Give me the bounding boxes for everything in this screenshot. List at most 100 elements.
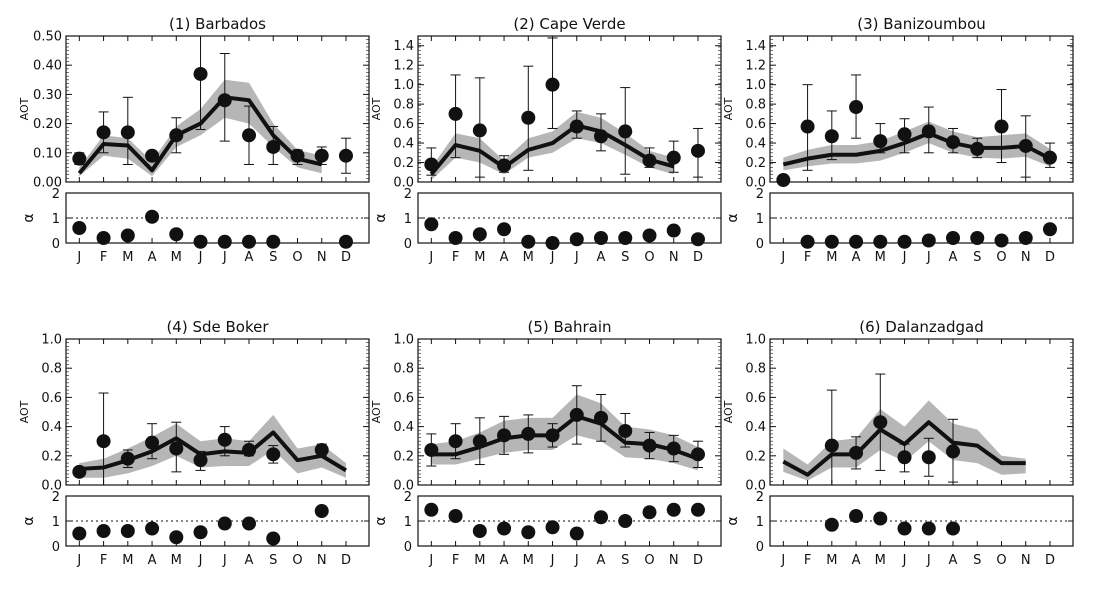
- alpha-point: [666, 502, 681, 517]
- alpha-tick-label: 2: [404, 187, 412, 202]
- month-label: A: [148, 250, 157, 265]
- month-label: O: [996, 250, 1006, 265]
- observed-point: [72, 464, 87, 479]
- observed-point: [873, 415, 888, 430]
- y-tick-label: 1.0: [393, 333, 414, 348]
- alpha-point: [849, 509, 864, 523]
- observed-point: [424, 157, 439, 172]
- chart-title: (2) Cape Verde: [513, 15, 625, 33]
- month-label: N: [669, 553, 679, 568]
- aot-panel-frame: [417, 338, 722, 486]
- observed-point: [849, 100, 864, 115]
- observed-point: [618, 124, 633, 139]
- month-label: M: [474, 250, 485, 265]
- observed-point: [1042, 150, 1057, 165]
- observed-point: [994, 119, 1009, 134]
- month-label: M: [826, 250, 837, 265]
- alpha-point: [314, 504, 329, 518]
- y-tick-label: 0.50: [33, 30, 62, 45]
- alpha-point: [921, 521, 936, 536]
- model-range-band: [431, 111, 674, 181]
- y-tick-label: 0.2: [745, 449, 766, 464]
- chart-panel-4: (4) Sde Boker 0.0 0.2 0.4 0.6 0.8 1.0 AOT 0 1 2 α J F…: [18, 318, 370, 568]
- month-label: J: [574, 553, 579, 568]
- month-label: S: [973, 250, 981, 265]
- observed-point: [193, 453, 208, 468]
- alpha-tick-label: 0: [404, 540, 412, 555]
- y-tick-label: 0.40: [33, 59, 62, 74]
- observed-point: [448, 106, 463, 121]
- alpha-point: [545, 520, 560, 535]
- y-axis-label: AOT: [18, 97, 31, 120]
- observed-point: [545, 428, 560, 443]
- observed-point: [448, 434, 463, 449]
- alpha-tick-label: 0: [756, 540, 764, 555]
- month-label: A: [852, 553, 861, 568]
- alpha-point: [72, 526, 87, 541]
- alpha-tick-label: 1: [756, 515, 764, 530]
- alpha-point: [497, 222, 512, 237]
- month-label: M: [523, 553, 534, 568]
- month-label: J: [902, 250, 907, 265]
- month-label: M: [826, 553, 837, 568]
- y-tick-label: 0.0: [393, 176, 414, 191]
- alpha-point: [497, 521, 512, 536]
- y-tick-label: 0.8: [393, 362, 414, 377]
- aot-panel-frame: [769, 338, 1074, 486]
- alpha-tick-label: 1: [52, 515, 60, 530]
- month-label: J: [574, 250, 579, 265]
- chart-title: (3) Banizoumbou: [857, 15, 986, 33]
- observed-point: [690, 143, 705, 158]
- aot-panel-frame: [769, 35, 1074, 183]
- observed-point: [96, 434, 111, 449]
- month-label: J: [780, 553, 785, 568]
- observed-point: [618, 423, 633, 438]
- observed-point: [800, 119, 815, 134]
- chart-panel-3: (3) Banizoumbou 0.0 0.2 0.4 0.6 0.8 1.0 1.2 1.4 A…: [722, 15, 1074, 265]
- month-label: O: [644, 553, 654, 568]
- model-range-band: [79, 414, 346, 478]
- y-tick-label: 0.00: [33, 176, 62, 191]
- month-label: M: [474, 553, 485, 568]
- observed-point: [290, 148, 305, 163]
- observed-point: [145, 435, 160, 450]
- y-axis-label: AOT: [370, 400, 383, 423]
- month-label: M: [523, 250, 534, 265]
- month-label: O: [996, 553, 1006, 568]
- month-label: O: [644, 250, 654, 265]
- observed-point: [946, 135, 961, 150]
- alpha-point: [666, 223, 681, 238]
- month-label: N: [1021, 250, 1031, 265]
- y-tick-label: 0.8: [393, 98, 414, 113]
- y-tick-label: 1.2: [393, 59, 414, 74]
- chart-panel-6: (6) Dalanzadgad 0.0 0.2 0.4 0.6 0.8 1.0 AOT 0 1 2 α…: [722, 318, 1074, 568]
- y-axis-label: AOT: [18, 400, 31, 423]
- aot-panel-frame: [417, 35, 722, 183]
- observed-point: [521, 110, 536, 125]
- model-line: [429, 123, 675, 176]
- month-label: J: [550, 250, 555, 265]
- y-tick-label: 0.4: [393, 137, 414, 152]
- alpha-point: [424, 502, 439, 517]
- observed-point: [545, 77, 560, 92]
- month-label: S: [621, 553, 629, 568]
- alpha-point: [642, 228, 657, 243]
- observed-point: [521, 426, 536, 441]
- alpha-point: [472, 524, 487, 538]
- alpha-point: [242, 516, 257, 531]
- observed-point: [472, 434, 487, 449]
- alpha-tick-label: 2: [756, 490, 764, 505]
- alpha-point: [946, 521, 961, 536]
- model-range-band: [783, 121, 1050, 171]
- chart-panel-2: (2) Cape Verde0.00.20.40.60.81.01.21.4AO…: [370, 15, 722, 265]
- alpha-point: [618, 514, 633, 528]
- y-tick-label: 0.2: [393, 449, 414, 464]
- alpha-point: [873, 511, 888, 526]
- month-label: D: [693, 250, 703, 265]
- y-tick-label: 1.0: [41, 333, 62, 348]
- month-label: M: [171, 250, 182, 265]
- observed-point: [193, 66, 208, 81]
- model-line: [782, 131, 1051, 167]
- alpha-axis-label: α: [21, 516, 37, 525]
- month-label: J: [76, 250, 81, 265]
